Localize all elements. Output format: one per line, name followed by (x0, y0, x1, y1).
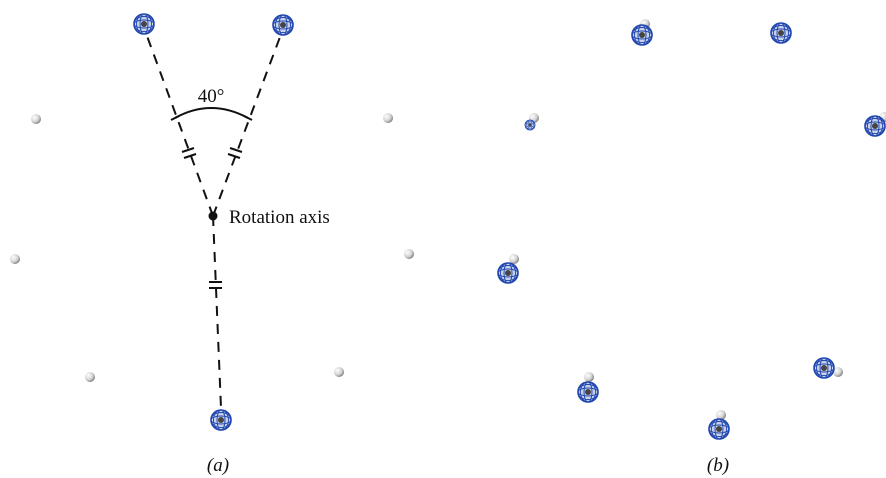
figure: 40° Rotation axis (a) (b) (0, 0, 886, 478)
axis-point (209, 212, 218, 221)
panel-b: (b) (498, 19, 886, 476)
panel-a: 40° Rotation axis (a) (10, 14, 414, 476)
angle-label: 40° (198, 86, 225, 107)
angle-arc (175, 108, 248, 118)
mesh-spheres (498, 23, 885, 439)
grey-spheres (10, 113, 414, 382)
panel-label: (b) (707, 455, 729, 476)
panel-label: (a) (207, 455, 229, 476)
axis-label: Rotation axis (229, 207, 330, 228)
